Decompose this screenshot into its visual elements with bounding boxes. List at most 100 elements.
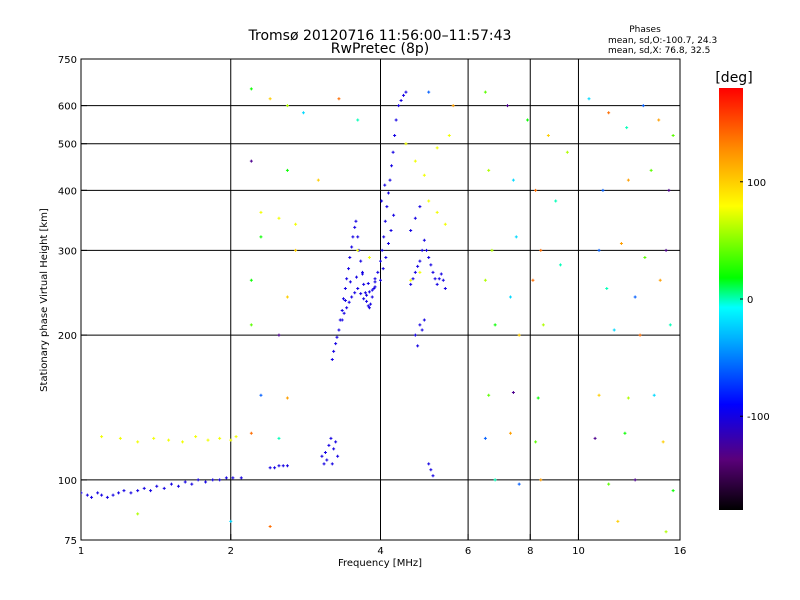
data-point-o	[380, 199, 384, 203]
data-point-o	[360, 272, 364, 276]
data-point-o	[323, 451, 327, 455]
data-point-o	[129, 491, 133, 495]
data-point-o	[340, 318, 344, 322]
data-point-x	[435, 210, 439, 214]
legend-line-o: mean, sd,O:-100.7, 24.3	[608, 36, 717, 46]
data-point-scattered	[536, 396, 540, 400]
data-point-o	[350, 295, 354, 299]
data-point-o	[370, 288, 374, 292]
data-point-o	[343, 286, 347, 290]
data-point-o	[340, 309, 344, 313]
data-point-scattered	[249, 159, 253, 163]
y-axis-label: Stationary phase Virtual Height [km]	[39, 208, 50, 392]
data-point-o	[379, 259, 382, 263]
data-point-o	[281, 464, 285, 468]
colorbar	[719, 88, 743, 510]
data-point-o	[422, 238, 426, 242]
data-point-scattered	[619, 242, 623, 246]
data-point-o	[327, 443, 331, 447]
data-point-o	[273, 466, 277, 470]
data-point-o	[343, 299, 347, 303]
data-point-x	[367, 255, 371, 259]
data-point-o	[332, 349, 336, 353]
data-point-o	[320, 454, 324, 458]
data-point-scattered	[638, 333, 642, 337]
data-point-o	[437, 277, 441, 281]
data-point-o	[365, 293, 369, 297]
data-point-o	[351, 235, 355, 239]
data-point-x	[234, 435, 238, 439]
data-point-o	[218, 478, 222, 482]
data-point-scattered	[539, 478, 543, 482]
data-point-scattered	[626, 178, 630, 182]
data-point-o	[404, 90, 408, 94]
data-point-o	[367, 290, 371, 294]
data-point-scattered	[546, 134, 550, 138]
x-tick-label: 2	[228, 546, 234, 557]
data-point-o	[409, 282, 413, 286]
data-point-o	[411, 277, 415, 281]
data-point-o	[429, 468, 433, 472]
data-point-o	[362, 297, 366, 301]
data-point-o	[384, 255, 388, 259]
data-point-scattered	[514, 235, 518, 239]
data-point-o	[347, 300, 351, 304]
data-point-o	[416, 264, 420, 268]
data-point-scattered	[285, 104, 289, 108]
data-point-o	[366, 304, 370, 308]
data-point-scattered	[493, 323, 497, 327]
data-point-x	[259, 210, 263, 214]
data-point-o	[372, 286, 376, 290]
y-tick-label: 750	[58, 55, 77, 66]
data-point-x	[294, 222, 298, 226]
data-point-o	[176, 484, 180, 488]
data-point-o	[420, 248, 424, 252]
data-point-o	[369, 302, 373, 306]
data-point-scattered	[623, 431, 627, 435]
data-point-scattered	[593, 436, 597, 440]
data-point-o	[420, 328, 424, 332]
data-point-o	[285, 464, 289, 468]
data-point-o	[373, 280, 377, 284]
data-point-scattered	[664, 248, 668, 252]
data-point-o	[392, 213, 396, 217]
data-point-o	[105, 495, 109, 499]
data-point-o	[413, 333, 417, 337]
data-point-scattered	[625, 126, 629, 130]
data-point-o	[427, 462, 431, 466]
data-point-o	[418, 323, 422, 327]
data-point-x	[427, 199, 431, 203]
data-point-scattered	[483, 90, 487, 94]
data-point-o	[85, 493, 89, 497]
data-point-scattered	[490, 248, 494, 252]
data-point-o	[190, 482, 194, 486]
data-point-x	[118, 436, 122, 440]
data-point-scattered	[511, 178, 515, 182]
colorbar-label: [deg]	[715, 70, 752, 86]
data-point-o	[429, 263, 433, 267]
data-point-o	[96, 491, 100, 495]
data-point-scattered	[597, 248, 601, 252]
data-point-scattered	[427, 90, 431, 94]
data-point-o	[345, 306, 349, 310]
data-point-x	[100, 435, 104, 439]
data-point-x	[136, 440, 140, 444]
data-point-scattered	[633, 478, 637, 482]
data-point-scattered	[541, 323, 545, 327]
data-point-o	[366, 282, 370, 286]
x-tick-label: 16	[674, 546, 687, 557]
data-point-scattered	[511, 390, 515, 394]
data-point-scattered	[641, 104, 645, 108]
data-point-o	[362, 282, 366, 286]
data-point-o	[409, 228, 413, 232]
chart-subtitle: RwPretec (8p)	[331, 41, 429, 57]
data-point-o	[390, 164, 394, 168]
data-point-scattered	[259, 235, 263, 239]
data-point-o	[373, 277, 377, 281]
data-point-scattered	[493, 478, 497, 482]
data-point-x	[413, 159, 417, 163]
data-point-scattered	[268, 97, 272, 101]
data-point-o	[386, 242, 390, 246]
data-point-o	[380, 248, 384, 252]
data-point-scattered	[508, 295, 512, 299]
